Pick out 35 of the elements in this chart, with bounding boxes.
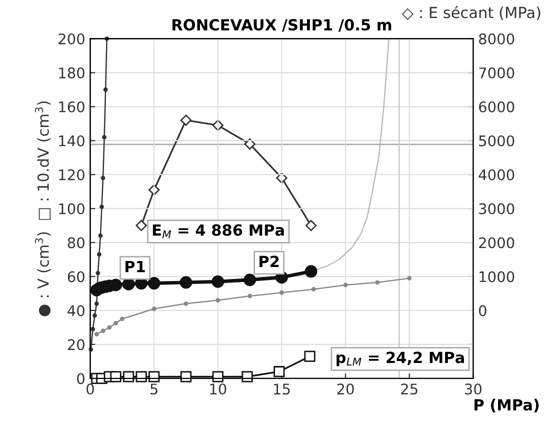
y2-tick-label: 0 <box>478 305 486 316</box>
x-tick-label: 15 <box>274 384 290 395</box>
y-tick-label: 200 <box>58 33 84 44</box>
y2-tick-label: 7000 <box>479 67 514 78</box>
y-tick-label: 180 <box>59 67 84 78</box>
y-tick-label: 60 <box>68 271 84 282</box>
y2-tick-label: 4000 <box>478 169 514 180</box>
x-axis-title: P (MPa) <box>474 398 539 412</box>
annotation: p$_{LM}$ = 24,2 MPa <box>336 352 464 366</box>
annotation: P1 <box>126 260 145 272</box>
annotation: E$_{M}$ = 4 886 MPa <box>152 224 284 238</box>
y2-tick-label: 6000 <box>479 101 514 112</box>
y-tick-label: 160 <box>59 101 84 112</box>
x-tick-label: 30 <box>464 384 482 395</box>
y-tick-label: 20 <box>68 339 84 350</box>
y2-tick-label: 2000 <box>479 237 514 248</box>
chart-title: RONCEVAUX /SHP1 /0.5 m <box>172 19 392 32</box>
x-tick-label: 10 <box>210 384 226 395</box>
y-tick-label: 80 <box>68 237 84 248</box>
y-tick-label: 140 <box>59 135 84 146</box>
y-tick-label: 40 <box>68 305 84 316</box>
y2-tick-label: 8000 <box>479 33 514 44</box>
x-tick-label: 5 <box>150 384 158 395</box>
y-tick-label: 120 <box>59 169 84 180</box>
y2-tick-label: 5000 <box>479 135 514 146</box>
annotation: P2 <box>260 256 279 267</box>
y2-tick-label: 1000 <box>480 271 514 282</box>
y2-tick-label: 3000 <box>479 203 514 214</box>
x-tick-label: 0 <box>86 384 94 395</box>
y-axis-title: ● : V (cm$^{3}$) □ : 10.dV (cm$^{3}$) <box>34 101 51 316</box>
y-tick-label: 100 <box>59 203 84 214</box>
x-tick-label: 25 <box>401 384 418 395</box>
y2-axis-title: ◇ : E sécant (MPa) <box>402 6 540 20</box>
x-tick-label: 20 <box>337 384 354 395</box>
y-tick-label: 0 <box>77 373 84 384</box>
